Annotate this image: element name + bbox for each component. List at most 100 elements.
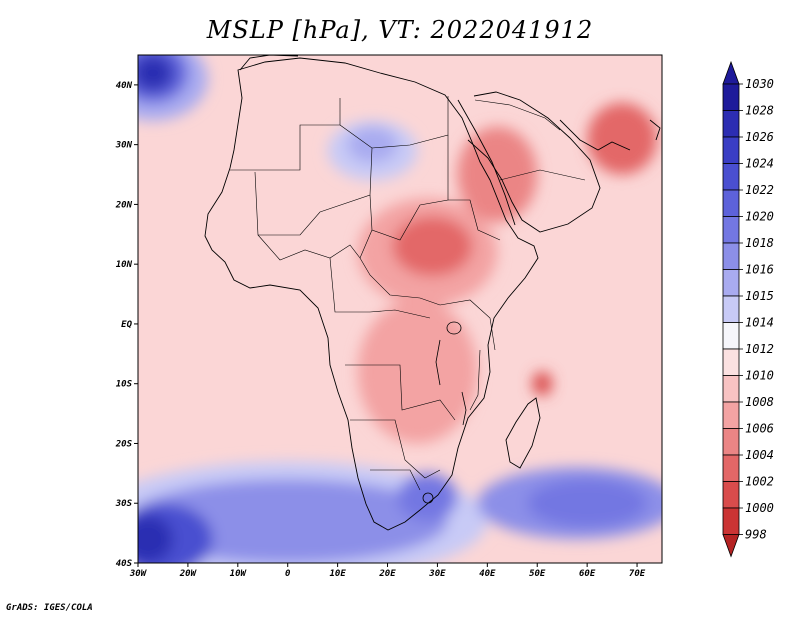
lake-malawi: [461, 391, 467, 426]
border-line: [345, 364, 456, 421]
colorbar-under-arrow: [722, 534, 740, 558]
colorbar-label: 1020: [745, 210, 774, 224]
colorbar-swatch: [722, 375, 740, 403]
colorbar-label: 1008: [745, 395, 774, 409]
border-line: [359, 229, 441, 306]
colorbar-label: 1018: [745, 236, 774, 250]
pressure-field: [138, 55, 662, 563]
colorbar-label: 1014: [745, 316, 774, 330]
border-line: [499, 169, 586, 181]
colorbar-label: 1010: [745, 369, 774, 383]
colorbar-swatch: [722, 322, 740, 350]
latitude-axis: 40N 30N 20N 10N EQ 10S 20S 30S 40S: [115, 81, 138, 569]
madagascar-coastline: [505, 397, 541, 469]
colorbar-swatch: [722, 454, 740, 482]
border-line: [230, 98, 341, 171]
persian-gulf-coastline: [559, 119, 631, 151]
longitude-axis: 30W 20W 10W 0 10E 20E 30E 40E 50E 60E 70E: [129, 563, 646, 579]
colorbar-swatch: [722, 83, 740, 111]
colorbar-label: 1002: [745, 475, 774, 489]
red-sea-coastline: [457, 99, 516, 226]
lat-tick-label: 10S: [116, 380, 133, 390]
colorbar-swatch: [722, 269, 740, 297]
lat-tick-label: 20S: [115, 439, 133, 449]
colorbar-label: 1024: [745, 157, 774, 171]
lon-tick-label: 30E: [428, 569, 446, 579]
lon-tick-label: 10E: [329, 569, 346, 579]
lon-tick-label: 10W: [230, 569, 248, 579]
arabia-coastline: [467, 91, 601, 233]
pressure-region: [397, 473, 458, 522]
lat-tick-label: 40S: [116, 559, 133, 569]
colorbar-label: 1022: [745, 183, 774, 197]
lat-tick-label: 10N: [116, 260, 133, 270]
pressure-region: [357, 300, 478, 444]
pressure-region: [587, 102, 658, 175]
lake-lesotho: [422, 492, 434, 504]
lat-tick-label: EQ: [121, 320, 132, 330]
colorbar-swatch: [722, 110, 740, 138]
colorbar-label: 1016: [745, 263, 774, 277]
colorbar-label: 1026: [745, 130, 774, 144]
colorbar-swatch: [722, 428, 740, 456]
colorbar-swatch: [722, 163, 740, 191]
border-line: [257, 234, 361, 261]
colorbar-over-arrow: [722, 60, 740, 85]
colorbar-label: 1004: [745, 448, 774, 462]
colorbar-swatch: [722, 295, 740, 323]
pressure-region: [138, 479, 448, 563]
colorbar-label: 1015: [745, 289, 774, 303]
colorbar-label: 1012: [745, 342, 774, 356]
lake-tanganyika: [435, 339, 441, 386]
lat-tick-label: 30S: [115, 499, 133, 509]
colorbar-swatch: [722, 242, 740, 270]
lakes: [422, 321, 467, 504]
colorbar: 1030 1028 1026 1024 1022 1020 1018 1016 1015 1014…: [722, 60, 774, 558]
pressure-region: [392, 216, 473, 277]
border-line: [474, 99, 561, 131]
border-line: [371, 96, 449, 149]
colorbar-swatch: [722, 481, 740, 509]
lon-tick-label: 40E: [479, 569, 496, 579]
colorbar-swatch: [722, 189, 740, 217]
lat-tick-label: 30N: [115, 141, 133, 151]
pressure-region: [532, 371, 553, 396]
colorbar-label: 1028: [745, 104, 774, 118]
border-line: [469, 349, 481, 411]
lon-tick-label: 20W: [179, 569, 198, 579]
border-line: [369, 135, 449, 241]
colorbar-swatch: [722, 507, 740, 535]
pressure-region: [138, 55, 173, 91]
lon-tick-label: 0: [285, 569, 291, 579]
border-line: [329, 257, 431, 319]
colorbar-label: 998: [745, 528, 767, 542]
map-frame: [137, 54, 663, 564]
colorbar-swatch: [722, 401, 740, 429]
pressure-region: [527, 479, 648, 528]
border-line: [370, 469, 421, 491]
grads-credit: GrADS: IGES/COLA: [6, 603, 93, 613]
lon-tick-label: 30W: [129, 569, 148, 579]
colorbar-label: 1006: [745, 422, 774, 436]
map-title: MSLP [hPa], VT: 2022041912: [206, 16, 594, 44]
mslp-map: 40N 30N 20N 10N EQ 10S 20S 30S 40S 30W 20W 10W 0 10E…: [115, 54, 774, 579]
border-line: [439, 299, 496, 351]
lat-tick-label: 20N: [115, 200, 133, 210]
border-line: [448, 199, 501, 241]
colorbar-swatch: [722, 136, 740, 164]
pressure-region: [138, 515, 173, 563]
sri-lanka-coastline: [649, 119, 661, 141]
colorbar-swatch: [722, 348, 740, 376]
lon-tick-label: 70E: [629, 569, 646, 579]
lon-tick-label: 60E: [579, 569, 596, 579]
lon-tick-label: 50E: [529, 569, 546, 579]
lake-victoria: [446, 321, 462, 335]
pressure-region: [347, 126, 398, 163]
lon-tick-label: 20E: [378, 569, 396, 579]
colorbar-label: 1030: [745, 77, 774, 91]
border-line: [350, 419, 441, 479]
colorbar-label: 1000: [745, 501, 774, 515]
colorbar-swatch: [722, 216, 740, 244]
lat-tick-label: 40N: [116, 81, 133, 91]
country-borders: [230, 96, 586, 491]
